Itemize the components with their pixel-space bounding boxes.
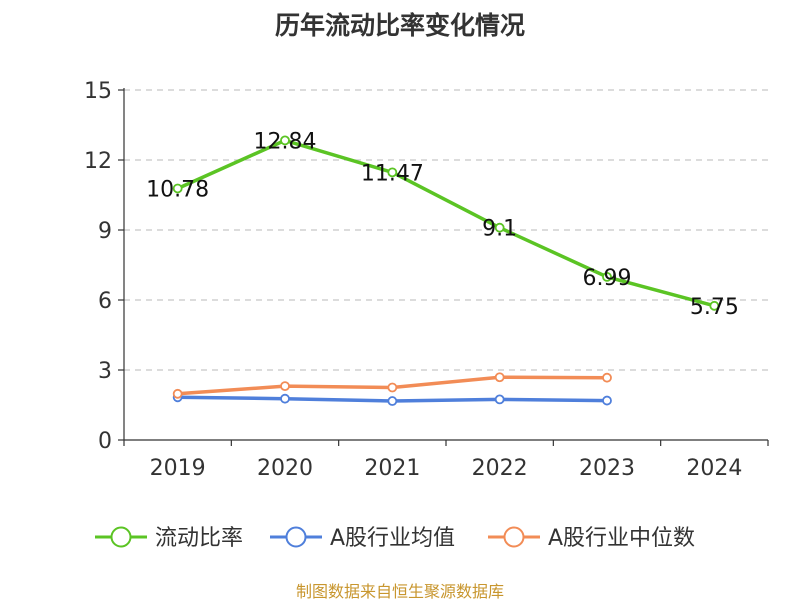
legend-marker [503, 526, 525, 548]
legend: 流动比率 A股行业均值 A股行业中位数 [95, 526, 695, 551]
data-point [387, 382, 398, 393]
data-label: 6.99 [583, 266, 632, 291]
x-tick-label: 2020 [257, 456, 313, 481]
data-label: 5.75 [690, 295, 739, 320]
legend-label: A股行业中位数 [548, 526, 695, 551]
legend-label: A股行业均值 [330, 526, 455, 551]
data-point [602, 395, 612, 406]
series-line [175, 138, 717, 308]
data-point [494, 222, 505, 233]
x-tick-label: 2019 [150, 456, 206, 481]
data-label: 10.78 [146, 177, 209, 202]
data-point [494, 394, 505, 405]
data-point [172, 183, 183, 194]
chart-title: 历年流动比率变化情况 [274, 11, 525, 40]
data-point [602, 372, 612, 383]
data-point [387, 167, 398, 178]
y-tick-label: 6 [98, 289, 112, 314]
data-point [494, 372, 505, 383]
y-tick-label: 9 [98, 219, 112, 244]
y-tick-label: 3 [98, 359, 112, 384]
y-tick-label: 0 [98, 429, 112, 454]
data-point [280, 135, 290, 146]
y-tick-label: 15 [84, 79, 112, 104]
data-labels: 10.78 12.84 11.47 9.1 6.99 5.75 [146, 129, 739, 319]
x-tick-label: 2021 [364, 456, 420, 481]
axes: 0 3 6 9 12 15 2019 2020 2021 2022 2023 2024 [84, 79, 769, 481]
y-tick-label: 12 [84, 149, 112, 174]
legend-marker [285, 526, 307, 548]
source-note: 制图数据来自恒生聚源数据库 [295, 582, 504, 601]
legend-label: 流动比率 [155, 526, 243, 551]
gridlines [124, 89, 768, 371]
data-point [387, 396, 398, 406]
x-tick-label: 2022 [472, 456, 528, 481]
data-point [602, 271, 612, 282]
data-point [280, 393, 290, 404]
data-point [280, 381, 290, 392]
series-lines [172, 135, 720, 406]
data-point [709, 300, 720, 311]
x-tick-label: 2023 [579, 456, 635, 481]
data-label: 11.47 [361, 161, 424, 186]
data-label: 12.84 [254, 129, 317, 154]
data-label: 9.1 [482, 217, 517, 242]
legend-marker [110, 526, 132, 548]
x-tick-label: 2024 [686, 456, 742, 481]
data-point [172, 388, 183, 399]
